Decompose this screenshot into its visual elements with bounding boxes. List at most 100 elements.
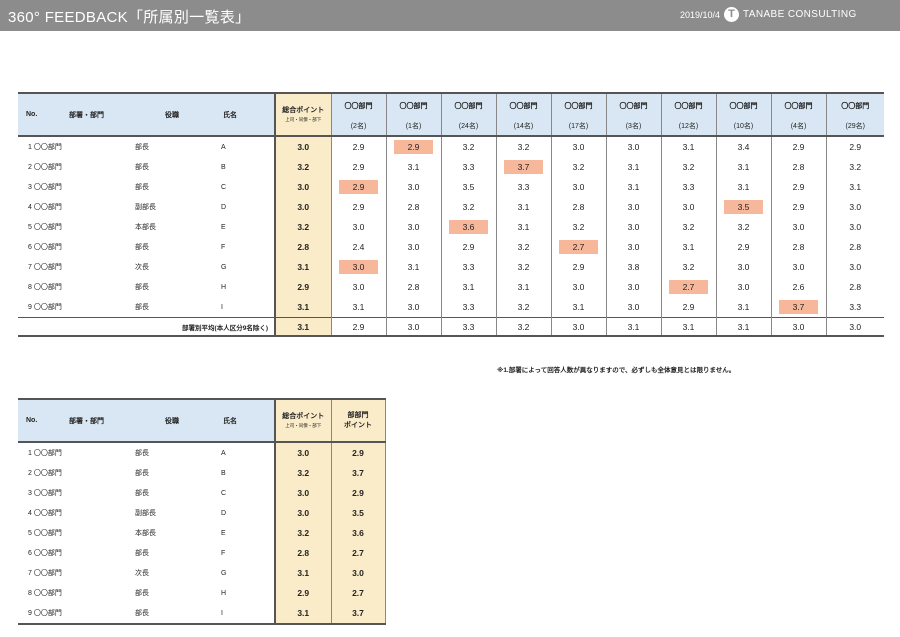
row-total-score: 2.9 [274,583,332,603]
average-dept-score: 3.0 [550,317,606,337]
dept-score-cell: 3.2 [495,237,551,257]
table-row: 7 〇〇部門 次長 G 3.1 3.0 [18,563,385,583]
dept-score-value: 2.8 [572,202,585,212]
row-role: 部長 [135,550,149,557]
dept-column-header: 〇〇部門 (17名) [550,93,606,136]
row-number: 9 〇〇部門 [18,603,135,625]
dept-score-value: 3.0 [627,282,640,292]
row-total-score: 3.0 [274,197,332,217]
row-role: 部長 [135,603,217,625]
dept-score-cell: 3.2 [495,257,551,277]
row-role: 部長 [135,450,149,457]
dept-score-cell: 3.2 [660,217,716,237]
dept-score-value: 3.1 [572,302,585,312]
table-header: No. 部署・部門 役職 氏名 総合ポイント 上司・同僚・部下 部部門 ポイント [18,399,385,442]
dept-score-cell: 2.8 [385,277,441,297]
dept-column-name: 〇〇部門 [454,103,483,110]
dept-score-value: 2.9 [849,142,862,152]
row-number-value: 9 [28,304,32,311]
department-score-table: No. 部署・部門 役職 氏名 総合ポイント 上司・同僚・部下 〇〇部門 (2名)… [18,92,884,337]
dept-score-cell: 3.0 [385,297,441,318]
dept-score-value: 2.9 [737,242,750,252]
dept-score-cell: 3.1 [715,297,771,318]
dept-score-cell: 3.2 [825,157,884,177]
row-number: 4 〇〇部門 [18,197,135,217]
dept-score-cell: 3.0 [330,277,386,297]
dept-score-value: 3.0 [627,142,640,152]
dept-score-value: 3.3 [462,302,475,312]
row-dept: 〇〇部門 [33,284,62,291]
dept-score-value: 3.2 [517,302,530,312]
dept-score-cell: 3.1 [605,157,661,177]
row-total-score: 3.1 [274,257,332,277]
row-name: A [221,143,226,151]
dept-score-value: 3.0 [792,222,805,232]
dept-column-header: 〇〇部門 (4名) [770,93,826,136]
row-number-value: 2 [28,164,32,171]
dept-score-cell: 2.9 [825,136,884,157]
average-row: 部署別平均(本人区分9名除く) 3.1 2.9 3.0 3.3 3.2 3.0 3.1 3.1 3… [18,317,884,337]
dept-score-cell: 3.0 [770,217,826,237]
dept-score-value: 2.9 [352,162,365,172]
dept-score-value: 3.0 [627,302,640,312]
row-total-score: 3.1 [274,563,332,583]
row-total-score: 3.2 [274,217,332,237]
row-dept-point: 2.9 [330,442,385,463]
row-dept: 〇〇部門 [33,164,62,171]
dept-score-value: 3.4 [737,142,750,152]
dept-score-value: 2.6 [792,282,805,292]
row-dept-point: 3.6 [330,523,385,543]
dept-score-cell: 3.1 [385,257,441,277]
dept-score-value: 3.2 [517,242,530,252]
average-label: 部署別平均(本人区分9名除く) [18,317,275,337]
row-role: 次長 [135,570,149,577]
dept-score-cell: 2.9 [770,177,826,197]
dept-score-cell: 3.2 [495,136,551,157]
dept-score-cell: 3.3 [660,177,716,197]
dept-score-value: 3.0 [849,222,862,232]
average-dept-score: 3.2 [495,317,551,337]
row-dept: 〇〇部門 [33,570,62,577]
dept-score-value: 3.0 [338,260,379,274]
dept-score-cell: 3.6 [440,217,496,237]
table-row: 8 〇〇部門 部長 H 2.9 2.7 [18,583,385,603]
dept-score-value: 2.7 [668,280,709,294]
dept-score-cell: 2.8 [825,277,884,297]
row-role: 部長 [135,184,149,191]
dept-score-value: 3.0 [352,282,365,292]
dept-score-cell: 3.2 [715,217,771,237]
row-dept: 〇〇部門 [33,144,62,151]
dept-column-name: 〇〇部門 [619,103,648,110]
dept-score-value: 2.9 [393,140,434,154]
dept-score-cell: 3.2 [660,157,716,177]
dept-column-count: (1名) [405,123,422,130]
dept-score-cell: 3.2 [550,157,606,177]
row-name: E [221,223,226,231]
dept-score-value: 3.6 [448,220,489,234]
row-role: 次長 [135,264,149,271]
dept-score-cell: 3.1 [385,157,441,177]
row-name: H [221,283,227,291]
dept-score-value: 3.0 [849,262,862,272]
row-dept: 〇〇部門 [33,450,62,457]
dept-score-cell: 3.0 [825,197,884,217]
table-row: 3 〇〇部門 部長 C 3.0 2.9 3.0 3.5 3.3 3.0 3.1 3.3 3.1 2.9 3… [18,177,884,197]
dept-score-cell: 3.3 [495,177,551,197]
row-role: 部長 [135,144,149,151]
row-dept: 〇〇部門 [33,530,62,537]
dept-score-value: 3.1 [407,162,420,172]
table-row: 5 〇〇部門 本部長 E 3.2 3.0 3.0 3.6 3.1 3.2 3.0 3.2 3.2 3.0… [18,217,884,237]
table-header: No. 部署・部門 役職 氏名 総合ポイント 上司・同僚・部下 〇〇部門 (2名)… [18,93,884,136]
row-dept: 〇〇部門 [33,184,62,191]
average-dept-score: 3.0 [825,317,884,337]
dept-point-header: 部部門 ポイント [330,399,385,442]
row-name: C [221,489,227,497]
row-dept: 〇〇部門 [33,490,62,497]
table-row: 2 〇〇部門 部長 B 3.2 2.9 3.1 3.3 3.7 3.2 3.1 3.2 3.1 2.8 3… [18,157,884,177]
dept-score-value: 2.8 [407,282,420,292]
dept-column-name: 〇〇部門 [841,103,870,110]
dept-score-value: 3.1 [627,162,640,172]
dept-score-cell: 3.1 [330,297,386,318]
dept-score-value: 3.2 [462,202,475,212]
dept-column-name: 〇〇部門 [729,103,758,110]
